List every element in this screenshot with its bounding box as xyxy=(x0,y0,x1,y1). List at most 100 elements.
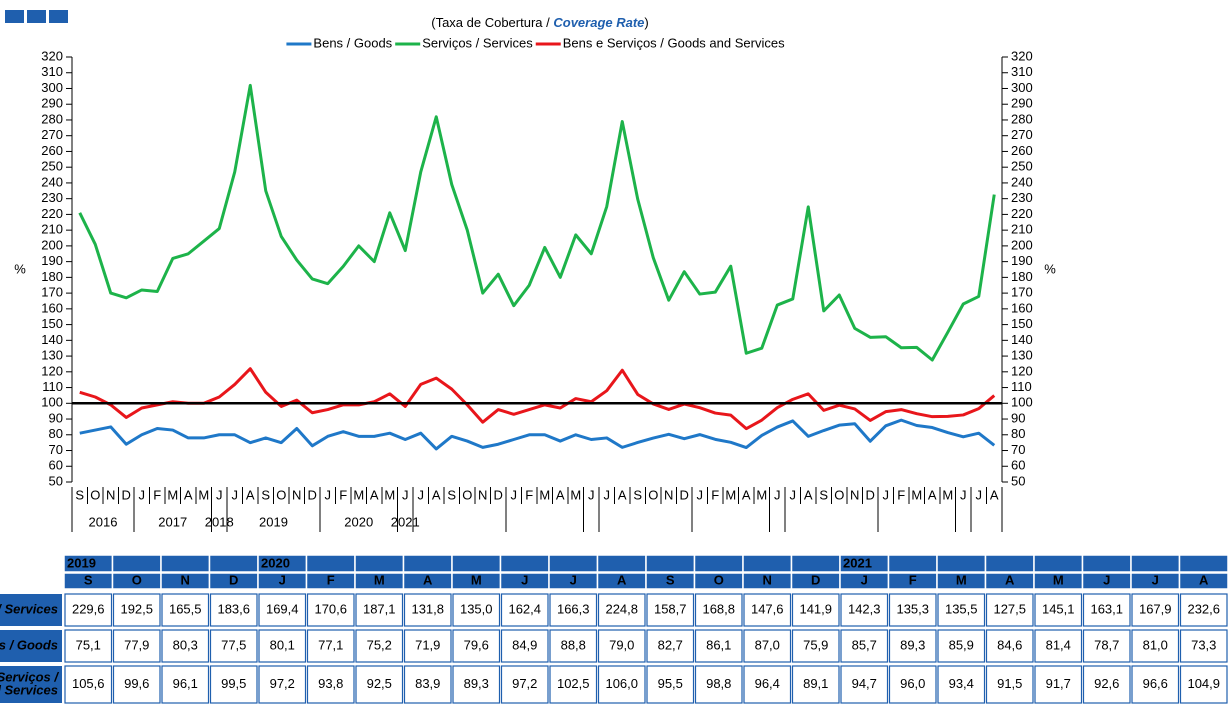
y2-tick-label: 300 xyxy=(1011,80,1033,95)
x-tick-label: J xyxy=(139,487,146,502)
y-tick-label: 90 xyxy=(49,410,63,425)
y2-tick-label: 180 xyxy=(1011,269,1033,284)
month-cell xyxy=(1178,572,1228,590)
table-value: 75,1 xyxy=(76,637,101,652)
table-cell xyxy=(985,593,1034,627)
table-cell xyxy=(549,593,598,627)
y-tick-label: 230 xyxy=(41,190,63,205)
legend-label: Serviços / Services xyxy=(422,35,533,50)
y-tick-label: 70 xyxy=(49,442,63,457)
year-cell xyxy=(111,554,162,573)
y-tick-label: 200 xyxy=(41,237,63,252)
table-cell xyxy=(937,629,986,663)
x-tick-label: J xyxy=(325,487,332,502)
month-header: N xyxy=(181,572,190,587)
year-cell xyxy=(742,554,793,573)
x-tick-label: J xyxy=(232,487,239,502)
year-header: 2020 xyxy=(261,555,290,570)
table-value: 102,5 xyxy=(557,676,590,691)
y-tick-label: 310 xyxy=(41,64,63,79)
x-tick-label: N xyxy=(664,487,673,502)
logo-block xyxy=(5,10,24,23)
x-tick-label: M xyxy=(167,487,178,502)
table-value: 141,9 xyxy=(799,601,832,616)
table-value: 93,8 xyxy=(318,676,343,691)
x-tick-label: M xyxy=(198,487,209,502)
year-header: 2019 xyxy=(67,555,96,570)
x-tick-label: D xyxy=(308,487,317,502)
y2-tick-label: 320 xyxy=(1011,48,1033,63)
table-value: 92,6 xyxy=(1094,676,1119,691)
table-cell xyxy=(306,629,355,663)
x-tick-label: A xyxy=(246,487,255,502)
y-tick-label: 80 xyxy=(49,426,63,441)
table-value: 96,4 xyxy=(755,676,780,691)
table-cell xyxy=(937,665,986,704)
table-cell xyxy=(500,629,549,663)
y2-tick-label: 100 xyxy=(1011,395,1033,410)
year-label: 2021 xyxy=(391,514,420,529)
y-tick-label: 220 xyxy=(41,206,63,221)
title-emphasis: Coverage Rate xyxy=(553,15,644,30)
month-header: F xyxy=(909,572,917,587)
y-tick-label: 250 xyxy=(41,159,63,174)
month-header: N xyxy=(763,572,772,587)
table-cell xyxy=(355,665,404,704)
row-label-cell xyxy=(0,666,62,703)
table-cell xyxy=(112,665,161,704)
year-cell xyxy=(693,554,744,573)
month-header: O xyxy=(714,572,724,587)
x-tick-label: F xyxy=(153,487,161,502)
table-value: 75,2 xyxy=(367,637,392,652)
x-tick-label: J xyxy=(418,487,425,502)
y-tick-label: 210 xyxy=(41,222,63,237)
table-value: 98,8 xyxy=(706,676,731,691)
y2-tick-label: 70 xyxy=(1011,442,1025,457)
month-header: D xyxy=(811,572,820,587)
table-cell xyxy=(452,629,501,663)
table-cell xyxy=(306,593,355,627)
table-cell xyxy=(355,629,404,663)
table-cell xyxy=(500,593,549,627)
y2-tick-label: 210 xyxy=(1011,222,1033,237)
x-tick-label: J xyxy=(511,487,518,502)
table-cell xyxy=(1082,593,1131,627)
table-value: 96,0 xyxy=(900,676,925,691)
table-value: 166,3 xyxy=(557,601,590,616)
table-value: 104,9 xyxy=(1187,676,1220,691)
y-tick-label: 290 xyxy=(41,96,63,111)
table-value: 232,6 xyxy=(1187,601,1220,616)
y2-tick-label: 160 xyxy=(1011,300,1033,315)
y2-axis-label: % xyxy=(1044,261,1056,276)
table-cell xyxy=(985,629,1034,663)
month-header: S xyxy=(666,572,675,587)
table-cell xyxy=(161,629,210,663)
year-cell xyxy=(790,554,841,573)
table-value: 77,1 xyxy=(318,637,343,652)
x-tick-label: J xyxy=(976,487,983,502)
table-value: 96,1 xyxy=(173,676,198,691)
x-tick-label: J xyxy=(588,487,595,502)
x-tick-label: S xyxy=(447,487,456,502)
table-value: 94,7 xyxy=(852,676,877,691)
table-value: 80,1 xyxy=(270,637,295,652)
table-value: 77,9 xyxy=(124,637,149,652)
month-header: A xyxy=(423,572,433,587)
table-value: 91,7 xyxy=(1046,676,1071,691)
y2-tick-label: 280 xyxy=(1011,111,1033,126)
year-cell xyxy=(596,554,647,573)
x-tick-label: J xyxy=(216,487,223,502)
table-cell xyxy=(985,665,1034,704)
table-value: 73,3 xyxy=(1191,637,1216,652)
year-cell xyxy=(1178,554,1228,573)
x-tick-label: N xyxy=(478,487,487,502)
table-value: 229,6 xyxy=(72,601,105,616)
table-value: 91,5 xyxy=(997,676,1022,691)
x-tick-label: J xyxy=(774,487,781,502)
y-tick-label: 50 xyxy=(49,473,63,488)
table-cell xyxy=(694,629,743,663)
table-value: 77,5 xyxy=(221,637,246,652)
table-cell xyxy=(646,665,695,704)
y-tick-label: 320 xyxy=(41,48,63,63)
month-header: A xyxy=(1199,572,1209,587)
